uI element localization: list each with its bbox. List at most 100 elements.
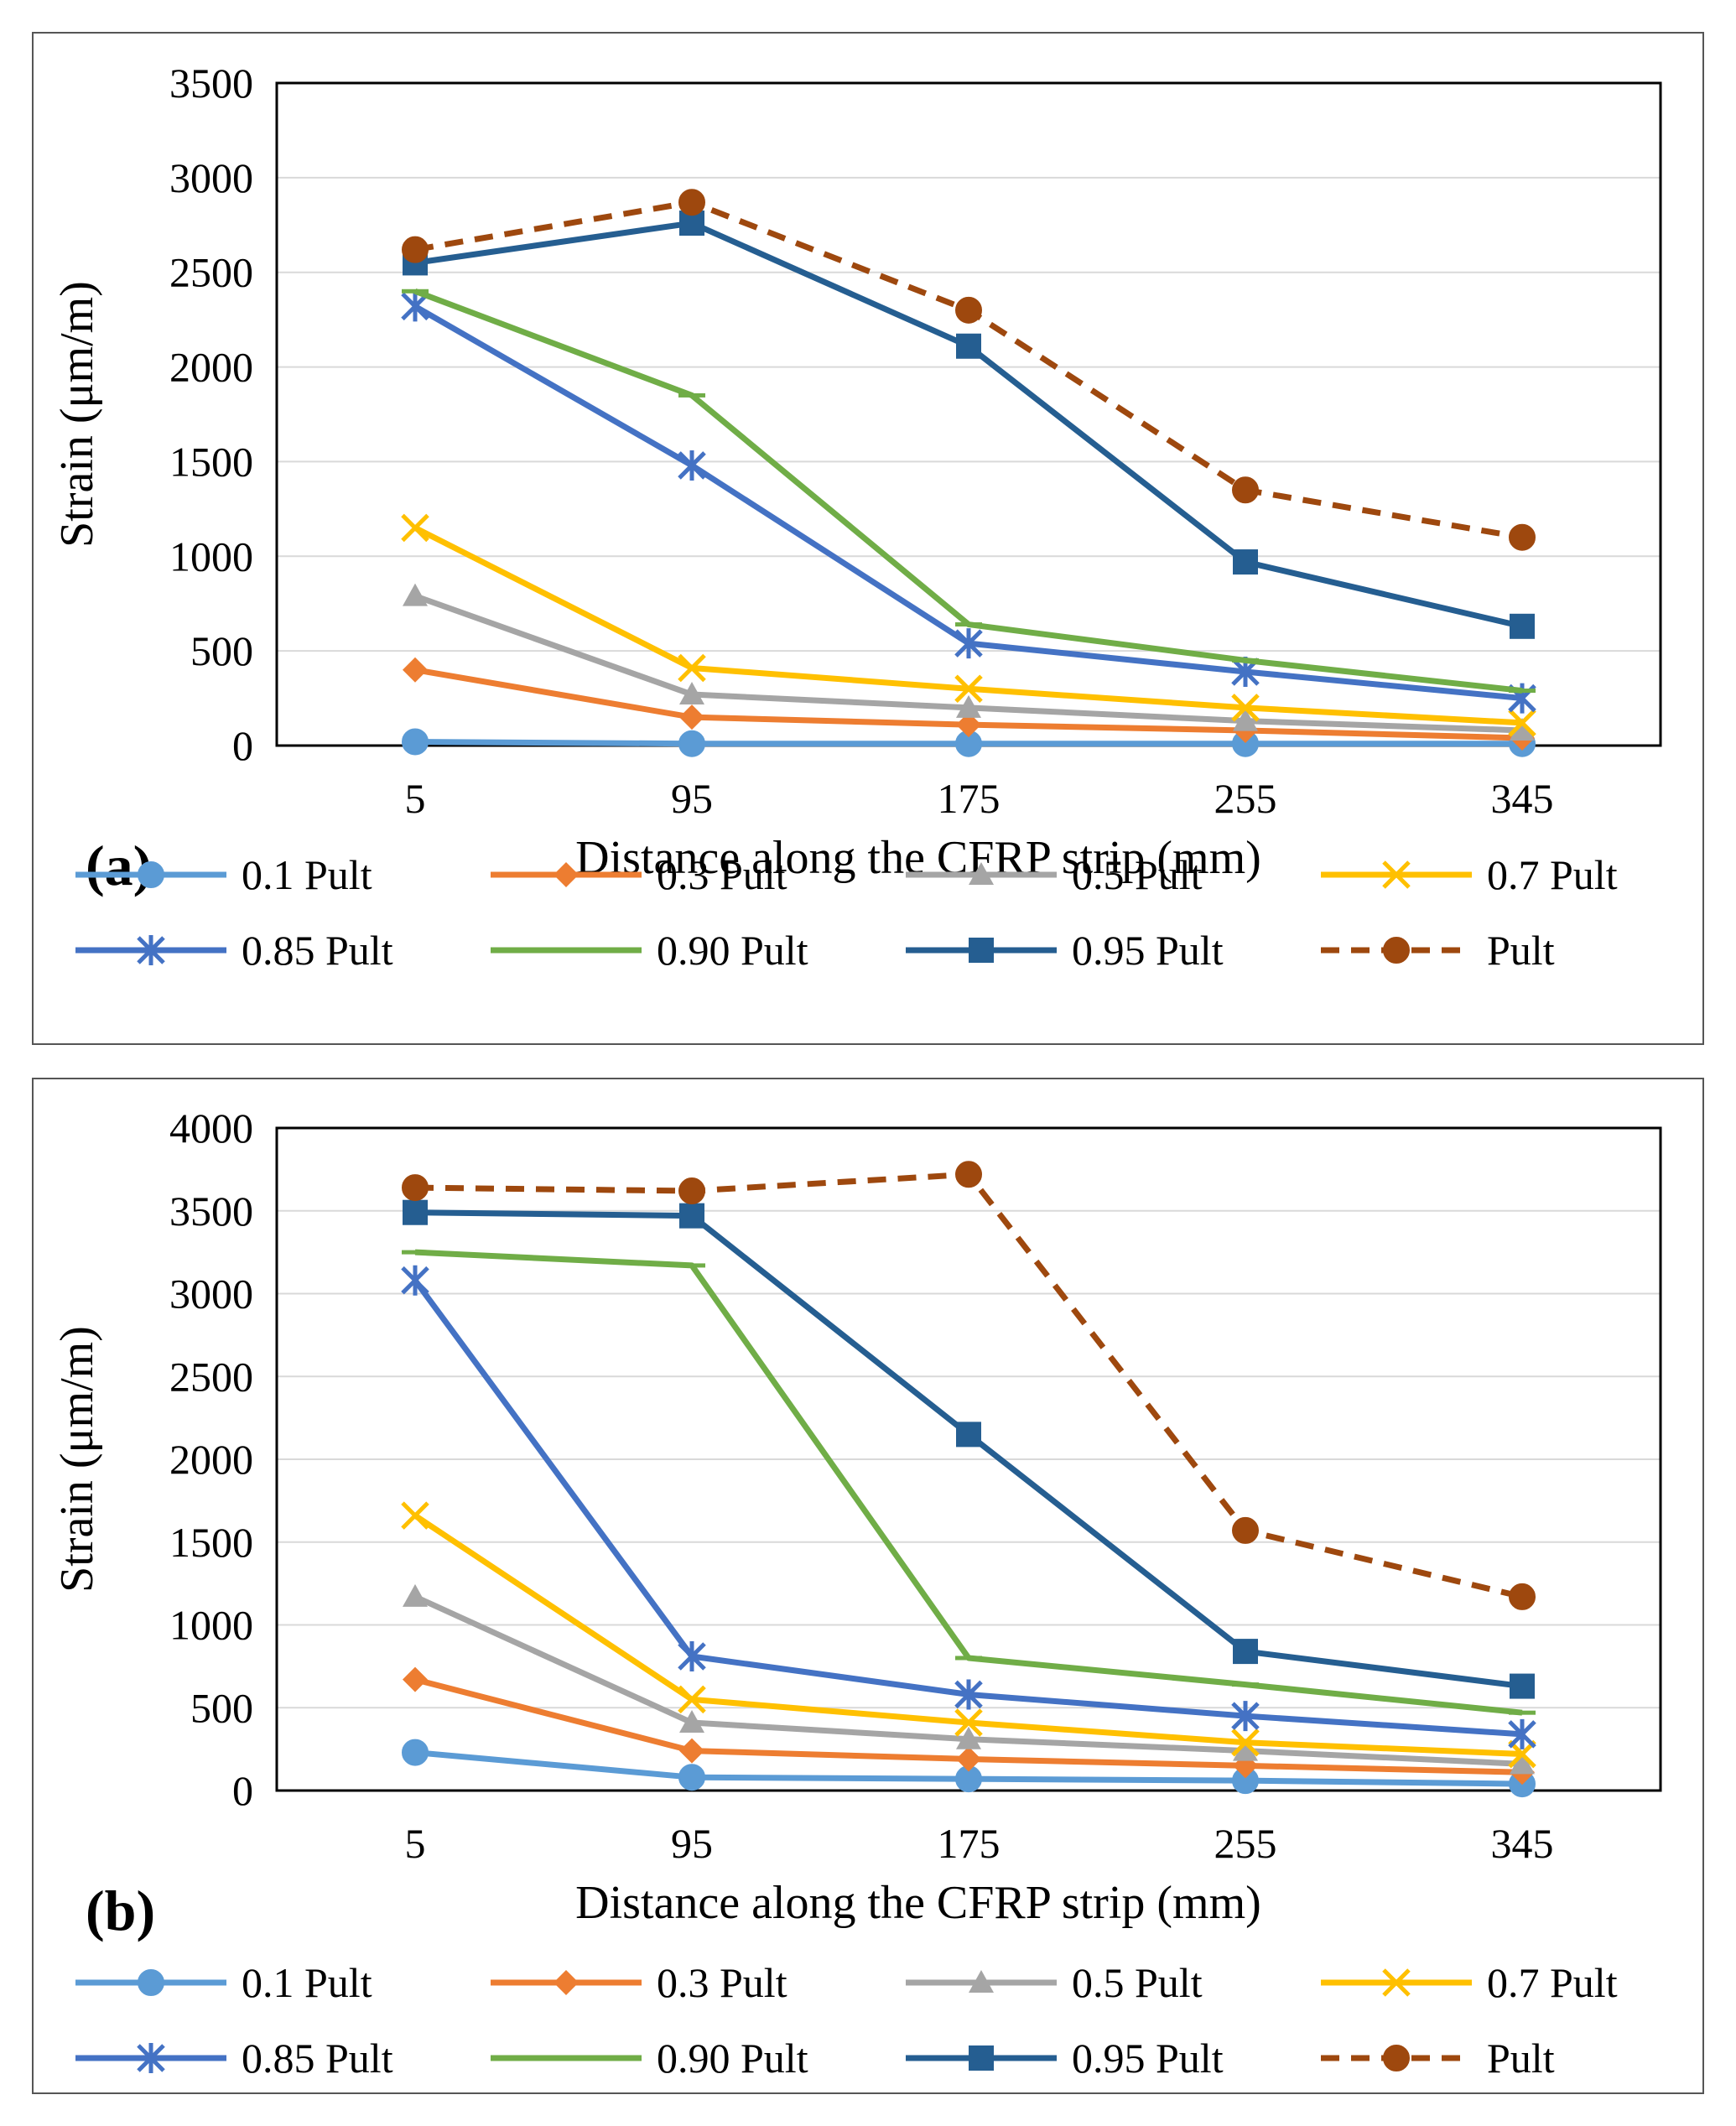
y-tick-label: 500 (190, 627, 253, 674)
data-point (679, 1710, 704, 1734)
legend-item: 0.85 Pult (75, 2035, 393, 2082)
data-point (1231, 1728, 1260, 1757)
series-0_90-Pult (402, 1249, 1536, 1716)
data-point (956, 1746, 981, 1772)
series-line (414, 199, 1523, 541)
y-axis-title: Strain (μm/m) (51, 1326, 103, 1593)
data-point (1510, 1751, 1535, 1775)
legend-item: 0.3 Pult (491, 851, 787, 898)
data-point (1233, 708, 1258, 731)
legend-marker-icon (554, 948, 579, 953)
y-tick-label: 4000 (169, 1105, 253, 1151)
data-point (678, 1641, 706, 1672)
y-tick-label: 2000 (169, 1436, 253, 1483)
data-point (1509, 689, 1536, 694)
legend-label: 0.3 Pult (657, 1959, 787, 2006)
data-point (1508, 1718, 1536, 1749)
data-point (1233, 549, 1258, 575)
series-line (413, 1513, 1523, 1758)
y-tick-label: 3000 (169, 154, 253, 201)
data-point (678, 1764, 705, 1791)
x-tick-label: 175 (938, 775, 1001, 822)
data-point (954, 674, 983, 704)
legend-marker-icon (138, 1969, 164, 1996)
gridlines (277, 176, 1661, 652)
legend: 0.1 Pult 0.3 Pult 0.5 Pult 0.7 Pult 0.85 Pul… (75, 851, 1618, 974)
y-tick-label: 2500 (169, 1353, 253, 1400)
series-0_7-Pult (401, 1501, 1536, 1769)
x-tick-label: 5 (405, 1820, 426, 1867)
series-Pult (402, 189, 1536, 551)
legend-marker-icon (1382, 1968, 1411, 1997)
data-point (679, 1203, 704, 1229)
legend-item: Pult (1321, 2035, 1555, 2082)
legend-marker-icon (969, 862, 994, 885)
y-tick-label: 1000 (169, 533, 253, 580)
data-point (679, 704, 704, 730)
legend-label: 0.1 Pult (242, 851, 372, 898)
data-point (1509, 1710, 1536, 1715)
series-Pult (402, 1161, 1536, 1610)
series-0_95-Pult (403, 1199, 1535, 1699)
legend-label: 0.5 Pult (1072, 851, 1203, 898)
data-point (679, 1738, 704, 1764)
legend-label: 0.1 Pult (242, 1959, 372, 2006)
y-tick-label: 2500 (169, 249, 253, 296)
legend-marker-icon (1382, 860, 1411, 889)
legend-label: 0.90 Pult (657, 2035, 808, 2082)
data-point (1233, 1639, 1258, 1665)
data-point (1231, 1701, 1260, 1732)
series-0_1-Pult (402, 1739, 1536, 1798)
legend-marker-icon (1383, 937, 1410, 964)
y-tick-label: 3000 (169, 1271, 253, 1318)
legend-marker-icon (138, 861, 164, 888)
data-point (678, 189, 705, 216)
data-point (1508, 709, 1536, 737)
data-point (956, 1726, 981, 1749)
chart-panel-a: 0 500 1000 1500 2000 2500 3000 3500 5 95 175 255 345… (32, 32, 1704, 1045)
data-point (1232, 1682, 1259, 1687)
data-point (1510, 717, 1535, 741)
chart-b: 0 500 1000 1500 2000 2500 3000 3500 4000 5 95 175 25… (51, 1105, 1662, 2082)
data-point (403, 583, 428, 606)
data-point (955, 1161, 982, 1188)
legend-label: 0.5 Pult (1072, 1959, 1203, 2006)
data-point (678, 392, 705, 398)
series-0_90-Pult (402, 288, 1536, 694)
legend-item: 0.1 Pult (75, 1959, 372, 2006)
data-point (678, 730, 705, 757)
x-tick-label: 255 (1214, 775, 1277, 822)
legend-item: 0.1 Pult (75, 851, 372, 898)
legend-item: 0.3 Pult (491, 1959, 787, 2006)
legend-marker-icon (1383, 2045, 1410, 2071)
legend-item: 0.5 Pult (906, 1959, 1203, 2006)
legend-item: 0.90 Pult (491, 2035, 808, 2082)
series-0_7-Pult (401, 513, 1536, 737)
data-point (1510, 613, 1535, 639)
data-point (954, 1679, 983, 1710)
data-point (402, 1174, 429, 1202)
chart-a: 0 500 1000 1500 2000 2500 3000 3500 5 95 175 255 345… (51, 60, 1662, 974)
legend-marker-icon (554, 1970, 579, 1995)
legend-item: 0.90 Pult (491, 927, 808, 974)
data-point (955, 622, 982, 627)
data-point (1509, 523, 1536, 551)
data-point (678, 653, 706, 683)
legend-label: 0.7 Pult (1487, 851, 1618, 898)
series-0_85-Pult (401, 1265, 1536, 1749)
data-point (1509, 1583, 1536, 1610)
data-point (678, 1177, 705, 1205)
data-point (678, 450, 706, 481)
data-point (954, 1708, 983, 1737)
series-line (414, 1171, 1523, 1600)
y-tick-label: 3500 (169, 1188, 253, 1235)
y-axis-title: Strain (μm/m) (51, 281, 103, 548)
data-point (1232, 1516, 1259, 1544)
y-tick-label: 1000 (169, 1602, 253, 1649)
data-point (1232, 658, 1259, 663)
legend-item: 0.7 Pult (1321, 851, 1618, 898)
data-point (401, 291, 429, 322)
data-point (679, 682, 704, 705)
series-0_5-Pult (403, 583, 1535, 741)
x-axis-title: Distance along the CFRP strip (mm) (575, 1877, 1261, 1929)
